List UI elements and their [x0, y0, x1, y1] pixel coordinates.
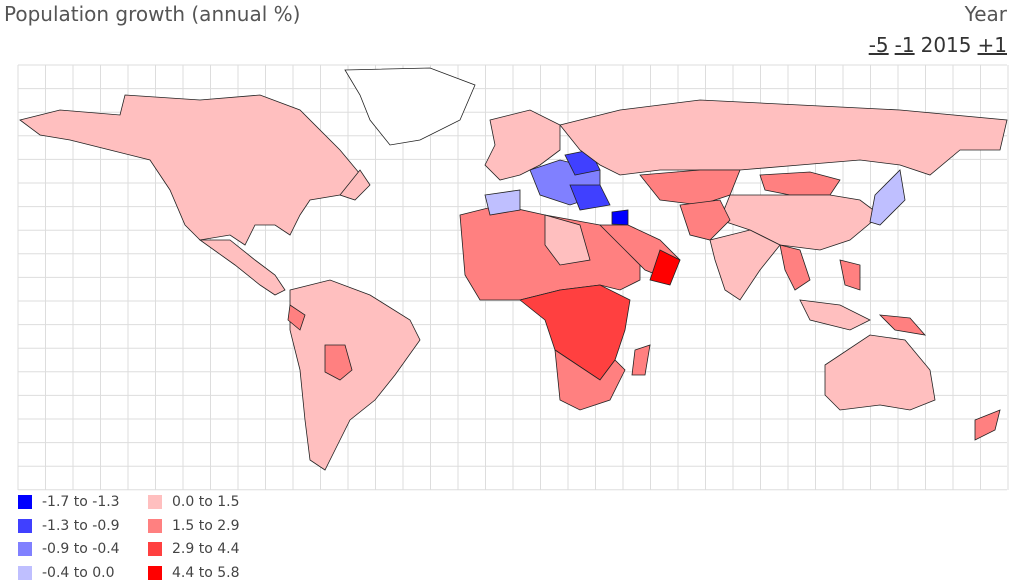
- year-link[interactable]: +1: [977, 33, 1007, 57]
- legend-item: -1.7 to -1.3: [18, 492, 120, 512]
- legend-swatch: [18, 565, 32, 580]
- country[interactable]: [839, 259, 861, 291]
- country[interactable]: [559, 99, 1008, 176]
- legend-swatch: [18, 518, 32, 533]
- country[interactable]: [639, 169, 741, 206]
- legend-swatch: [148, 495, 162, 509]
- legend-label: 4.4 to 5.8: [172, 564, 240, 581]
- legend-swatch: [148, 542, 162, 556]
- legend-item: 1.5 to 2.9: [148, 516, 239, 536]
- map: [17, 64, 1009, 491]
- country[interactable]: [339, 169, 371, 201]
- legend-item: 2.9 to 4.4: [148, 539, 239, 559]
- country[interactable]: [799, 299, 871, 331]
- country[interactable]: [649, 249, 681, 286]
- legend-label: -0.9 to -0.4: [42, 541, 120, 557]
- country[interactable]: [679, 199, 731, 241]
- year-link[interactable]: -1: [894, 33, 915, 57]
- country[interactable]: [198, 239, 286, 296]
- legend-swatch: [148, 518, 162, 533]
- country[interactable]: [19, 94, 366, 246]
- legend-item: 0.0 to 1.5: [148, 492, 239, 512]
- legend-swatch: [148, 565, 162, 580]
- country[interactable]: [287, 304, 306, 331]
- legend-item: -0.9 to -0.4: [18, 539, 120, 559]
- country[interactable]: [824, 334, 936, 411]
- country[interactable]: [569, 184, 611, 211]
- country[interactable]: [344, 67, 476, 146]
- country[interactable]: [554, 349, 626, 411]
- year-label: Year: [964, 2, 1007, 26]
- legend-item: -1.3 to -0.9: [18, 516, 120, 536]
- country[interactable]: [869, 169, 906, 226]
- countries: [19, 67, 1008, 471]
- country[interactable]: [759, 171, 841, 196]
- legend-label: 1.5 to 2.9: [172, 517, 240, 534]
- legend-item: -0.4 to 0.0: [18, 563, 115, 583]
- country[interactable]: [709, 229, 781, 301]
- legend-swatch: [18, 542, 32, 556]
- year-nav: -5 -1 2015 +1: [863, 33, 1007, 57]
- country[interactable]: [289, 279, 421, 471]
- year-link[interactable]: -5: [868, 33, 889, 57]
- country[interactable]: [544, 214, 591, 266]
- legend-label: -1.3 to -0.9: [42, 517, 120, 534]
- country[interactable]: [324, 344, 353, 381]
- legend-label: -1.7 to -1.3: [42, 494, 120, 510]
- legend-label: 0.0 to 1.5: [172, 494, 240, 510]
- legend-item: 4.4 to 5.8: [148, 563, 239, 583]
- legend-label: -0.4 to 0.0: [42, 564, 115, 581]
- legend-swatch: [18, 495, 32, 509]
- current-year: 2015: [920, 33, 972, 57]
- country[interactable]: [611, 209, 629, 226]
- country[interactable]: [631, 344, 651, 376]
- title: Population growth (annual %): [4, 2, 301, 26]
- country[interactable]: [484, 189, 521, 216]
- country[interactable]: [779, 244, 811, 291]
- country[interactable]: [719, 194, 881, 251]
- legend-label: 2.9 to 4.4: [172, 541, 240, 557]
- country[interactable]: [974, 409, 1001, 441]
- country[interactable]: [878, 314, 927, 336]
